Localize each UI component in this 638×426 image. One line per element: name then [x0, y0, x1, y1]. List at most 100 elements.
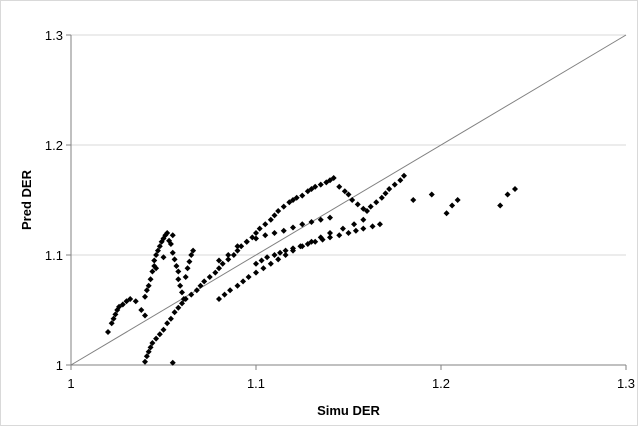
- y-tick-label: 1.2: [45, 138, 63, 153]
- scatter-point: [299, 221, 306, 228]
- scatter-point: [271, 230, 278, 236]
- scatter-point: [271, 212, 278, 219]
- scatter-point: [258, 257, 265, 264]
- scatter-point: [367, 203, 374, 210]
- scatter-point: [386, 186, 393, 192]
- scatter-point: [173, 263, 180, 269]
- scatter-point: [243, 238, 250, 245]
- scatter-point: [275, 208, 282, 214]
- scatter-point: [127, 296, 134, 302]
- y-tick-label: 1.1: [45, 248, 63, 263]
- x-tick-label: 1: [67, 376, 74, 391]
- scatter-point: [108, 320, 115, 327]
- scatter-point: [147, 344, 154, 351]
- scatter-point: [497, 202, 504, 209]
- scatter-point: [153, 265, 160, 272]
- scatter-point: [188, 291, 195, 298]
- scatter-point: [142, 358, 148, 365]
- scatter-point: [271, 252, 278, 258]
- y-tick-label: 1.3: [45, 28, 63, 43]
- scatter-point: [169, 359, 176, 366]
- scatter-point: [149, 268, 156, 275]
- scatter-point: [391, 181, 398, 188]
- scatter-point: [143, 353, 150, 360]
- x-axis-title: Simu DER: [317, 403, 380, 418]
- scatter-point: [132, 298, 139, 305]
- scatter-point: [410, 197, 417, 203]
- axes: [66, 34, 627, 370]
- scatter-point: [234, 247, 241, 254]
- scatter-point: [143, 287, 150, 294]
- scatter-point: [262, 221, 269, 228]
- scatter-point: [378, 194, 385, 201]
- scatter-point: [167, 315, 174, 322]
- scatter-point: [175, 276, 182, 283]
- scatter-point: [216, 265, 222, 272]
- scatter-point: [312, 238, 319, 245]
- scatter-point: [354, 201, 361, 208]
- scatter-point: [299, 192, 306, 199]
- scatter-point: [230, 252, 237, 258]
- scatter-point: [382, 190, 389, 197]
- scatter-point: [238, 243, 245, 250]
- scatter-point: [336, 232, 343, 239]
- scatter-point: [308, 238, 315, 245]
- scatter-point: [153, 335, 160, 342]
- scatter-point: [397, 177, 404, 184]
- y-axis-title: Pred DER: [19, 169, 34, 230]
- scatter-point: [373, 199, 380, 206]
- scatter-point: [360, 225, 367, 232]
- scatter-point: [317, 216, 324, 223]
- scatter-point: [282, 252, 289, 258]
- scatter-point: [164, 230, 171, 236]
- scatter-point: [327, 214, 333, 221]
- scatter-point: [156, 331, 163, 338]
- reference-line: [70, 34, 627, 366]
- scatter-point: [339, 225, 346, 232]
- scatter-point: [153, 252, 160, 258]
- scatter-point: [212, 269, 219, 276]
- scatter-point: [151, 257, 158, 264]
- scatter-point: [376, 221, 383, 228]
- scatter-point: [345, 191, 352, 198]
- scatter-point: [312, 183, 319, 190]
- scatter-point: [234, 282, 241, 289]
- scatter-point: [253, 269, 259, 276]
- scatter-point: [336, 183, 343, 190]
- scatter-point: [240, 278, 247, 285]
- scatter-point: [443, 210, 450, 217]
- scatter-point: [188, 252, 195, 258]
- scatter-point: [190, 247, 197, 254]
- scatter-point: [504, 191, 511, 198]
- scatter-point: [171, 309, 178, 316]
- scatter-point: [147, 276, 154, 283]
- scatter-point: [308, 219, 315, 225]
- scatter-point: [234, 243, 241, 250]
- scatter-point: [175, 304, 182, 311]
- scatter-point: [351, 221, 358, 228]
- scatter-point: [201, 278, 208, 285]
- scatter-point: [428, 191, 435, 198]
- scatter-point: [186, 258, 193, 265]
- scatter-point: [349, 197, 356, 203]
- scatter-point: [138, 307, 145, 313]
- x-tick-label: 1.3: [617, 376, 635, 391]
- scatter-point: [182, 274, 189, 280]
- scatter-point: [260, 265, 267, 272]
- scatter-point: [105, 329, 111, 335]
- scatter-point: [177, 282, 184, 289]
- scatter-point: [184, 265, 191, 272]
- scatter-point: [175, 268, 182, 275]
- scatter-point: [154, 247, 161, 254]
- scatter-point: [360, 216, 367, 223]
- scatter-point: [317, 234, 324, 241]
- scatter-point: [364, 208, 370, 214]
- scatter-point: [142, 293, 148, 300]
- scatter-point: [290, 224, 296, 231]
- scatter-point: [225, 256, 232, 263]
- scatter-point: [169, 249, 176, 256]
- scatter-point: [145, 282, 152, 289]
- scatter-point: [277, 249, 284, 256]
- scatter-point: [293, 194, 300, 201]
